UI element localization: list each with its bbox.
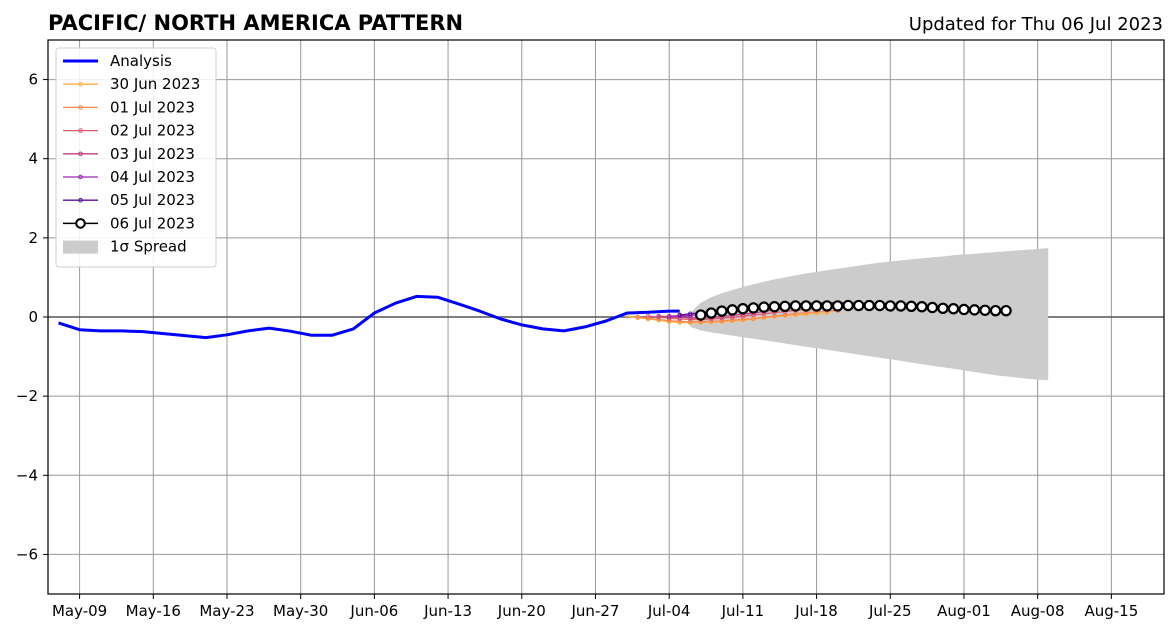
current-forecast-point <box>937 302 949 314</box>
current-forecast-point <box>989 304 1002 317</box>
forecast-point-5 <box>677 312 682 318</box>
current-forecast-point <box>842 299 854 312</box>
y-tick-label: −4 <box>16 466 38 484</box>
current-forecast-point <box>884 300 896 312</box>
current-forecast-point <box>758 301 770 313</box>
current-forecast-point <box>810 300 823 312</box>
y-tick-label: 0 <box>28 308 38 326</box>
x-tick-label: Jul-25 <box>868 602 912 620</box>
x-tick-label: May-16 <box>126 602 181 620</box>
x-tick-label: Jul-04 <box>647 602 691 620</box>
current-forecast-point <box>747 302 760 314</box>
legend-label-forecast-4: 04 Jul 2023 <box>110 168 195 186</box>
y-tick-label: 6 <box>28 71 38 89</box>
plot-content <box>48 40 1164 594</box>
current-forecast-point <box>895 300 907 312</box>
x-tick-label: Jul-18 <box>794 602 838 620</box>
legend: Analysis 30 Jun 2023 01 Jul 2023 02 Jul 202… <box>55 47 217 268</box>
legend-label-forecast-2: 02 Jul 2023 <box>110 122 195 140</box>
current-forecast-point <box>705 307 717 319</box>
x-tick-label: Jun-13 <box>423 602 472 620</box>
x-tick-label: Jul-11 <box>721 602 765 620</box>
current-forecast-point <box>968 304 981 316</box>
legend-label-forecast-5: 05 Jul 2023 <box>110 191 195 209</box>
legend-marker-forecast-1 <box>78 105 83 110</box>
legend-marker-current <box>75 218 86 229</box>
x-tick-label: May-23 <box>199 602 254 620</box>
legend-marker-forecast-0 <box>78 81 83 87</box>
current-forecast-point <box>821 300 833 312</box>
y-tick-label: 2 <box>28 229 38 247</box>
x-tick-label: Jun-27 <box>571 602 620 620</box>
forecast-point-5 <box>687 311 693 317</box>
forecast-point-1 <box>730 317 735 323</box>
x-tick-label: Aug-01 <box>937 602 991 620</box>
current-forecast-point <box>789 300 802 312</box>
legend-label-forecast-3: 03 Jul 2023 <box>110 145 195 163</box>
forecast-point-4 <box>666 313 672 319</box>
legend-marker-forecast-2 <box>78 128 83 133</box>
legend-marker-forecast-3 <box>78 151 83 157</box>
legend-marker-forecast-4 <box>78 174 83 180</box>
legend-marker-forecast-5 <box>78 197 83 203</box>
x-tick-label: May-30 <box>273 602 328 620</box>
analysis-line <box>58 294 680 340</box>
legend-label-spread: 1σ Spread <box>110 238 187 256</box>
y-tick-label: −6 <box>16 545 38 563</box>
spread-band <box>690 248 1049 381</box>
current-forecast-point <box>852 299 865 312</box>
current-forecast-point <box>1000 304 1012 317</box>
current-forecast-point <box>768 301 781 313</box>
x-tick-label: Jun-20 <box>497 602 546 620</box>
current-forecast-point <box>947 302 960 315</box>
legend-box <box>55 47 217 268</box>
current-forecast-point <box>916 301 928 313</box>
current-forecast-point <box>831 300 844 312</box>
forecast-point-1 <box>719 318 725 324</box>
current-forecast-point <box>726 304 739 316</box>
legend-label-forecast-0: 30 Jun 2023 <box>110 75 200 93</box>
legend-label-analysis: Analysis <box>110 52 172 70</box>
forecast-point-2 <box>645 313 651 319</box>
current-forecast-point <box>926 301 939 314</box>
y-tick-label: 4 <box>28 150 38 168</box>
current-forecast-point <box>737 302 749 315</box>
axes: May-09 May-16 May-23 May-30 Jun-06 Jun-13 Jun-… <box>16 39 1165 620</box>
current-forecast-point <box>779 300 791 313</box>
forecast-point-1 <box>635 314 640 320</box>
x-tick-label: Aug-08 <box>1011 602 1065 620</box>
current-forecast-point <box>905 300 918 313</box>
current-forecast-point <box>958 303 970 316</box>
chart-title: PACIFIC/ NORTH AMERICA PATTERN <box>48 11 463 35</box>
current-forecast-point <box>695 309 707 321</box>
legend-label-forecast-1: 01 Jul 2023 <box>110 98 195 116</box>
updated-label: Updated for Thu 06 Jul 2023 <box>909 14 1163 35</box>
current-forecast-point <box>800 300 812 312</box>
legend-swatch-spread <box>63 240 98 254</box>
x-tick-label: Jun-06 <box>349 602 398 620</box>
current-forecast-point <box>979 304 991 316</box>
plot-area <box>48 40 1164 594</box>
x-tick-label: May-09 <box>52 602 107 620</box>
x-tick-label: Aug-15 <box>1084 602 1138 620</box>
current-forecast-point <box>863 299 875 312</box>
legend-label-current: 06 Jul 2023 <box>110 214 195 232</box>
y-tick-label: −2 <box>16 387 38 405</box>
current-forecast-point <box>874 299 886 312</box>
forecast-point-3 <box>656 313 661 319</box>
current-forecast-point <box>716 305 728 317</box>
